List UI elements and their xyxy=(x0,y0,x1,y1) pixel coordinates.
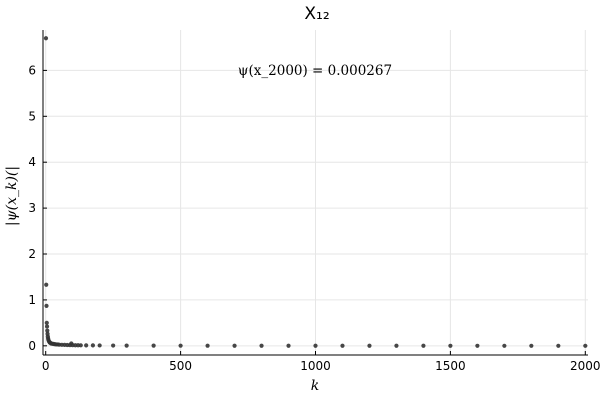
y-axis-label: |ψ(x_k)(| xyxy=(4,166,20,226)
data-point xyxy=(84,343,89,348)
data-point xyxy=(502,343,507,348)
data-point xyxy=(44,303,49,308)
x-ticks: 0 500 1000 1500 2000 xyxy=(42,351,600,373)
x-tick-label: 0 xyxy=(42,359,50,373)
x-tick-label: 1500 xyxy=(435,359,466,373)
data-point xyxy=(286,343,291,348)
data-point xyxy=(529,343,534,348)
y-tick-label: 5 xyxy=(28,109,36,123)
y-tick-label: 4 xyxy=(28,155,36,169)
x-axis-label: k xyxy=(311,378,319,394)
data-point xyxy=(556,343,561,348)
data-point xyxy=(43,36,49,41)
data-point xyxy=(44,282,49,287)
data-point xyxy=(394,343,399,348)
data-point xyxy=(421,343,426,348)
x-tick-label: 500 xyxy=(169,359,192,373)
y-tick-label: 3 xyxy=(28,201,36,215)
x-tick-label: 2000 xyxy=(570,359,600,373)
x-tick-label: 1000 xyxy=(300,359,331,373)
data-point xyxy=(475,343,480,348)
data-point xyxy=(205,343,210,348)
data-point xyxy=(124,343,129,348)
data-point xyxy=(340,343,345,348)
data-point xyxy=(448,343,453,348)
data-point xyxy=(90,343,96,348)
y-tick-label: 0 xyxy=(28,339,36,353)
data-points xyxy=(43,36,588,348)
data-point xyxy=(232,343,237,348)
y-ticks: 0 1 2 3 4 5 6 xyxy=(28,63,47,353)
data-point xyxy=(45,328,50,333)
y-tick-label: 6 xyxy=(28,63,36,77)
chart-title: X₁₂ xyxy=(304,4,329,24)
chart-annotation: ψ(x_2000) = 0.000267 xyxy=(238,63,392,79)
data-point xyxy=(178,343,183,348)
data-point xyxy=(259,343,264,348)
data-point xyxy=(97,343,102,348)
y-tick-label: 2 xyxy=(28,247,36,261)
data-point xyxy=(151,343,156,348)
data-point xyxy=(44,324,50,329)
data-point xyxy=(44,320,49,325)
data-point xyxy=(78,343,83,348)
data-point xyxy=(111,343,116,348)
data-point xyxy=(583,343,588,348)
data-point xyxy=(313,343,318,348)
data-point xyxy=(367,343,372,348)
y-tick-label: 1 xyxy=(28,293,36,307)
